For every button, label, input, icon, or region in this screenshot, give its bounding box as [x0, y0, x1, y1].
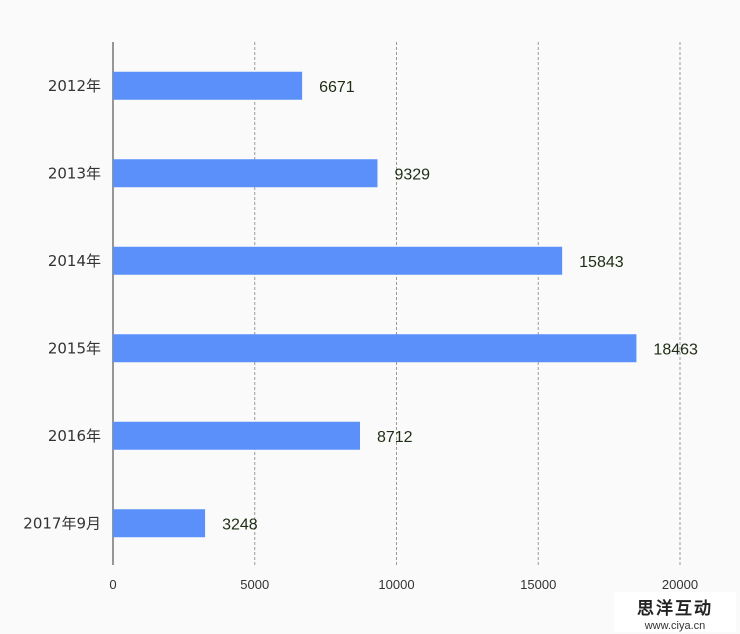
data-label: 6671 [319, 79, 355, 96]
watermark-title: 思洋互动 [637, 599, 713, 619]
x-tick-label: 0 [109, 577, 116, 592]
data-label: 18463 [653, 341, 698, 358]
data-label: 9329 [394, 166, 430, 183]
category-label: 2016年 [48, 427, 101, 445]
data-label: 8712 [377, 429, 413, 446]
data-label: 15843 [579, 254, 624, 271]
x-tick-label: 10000 [378, 577, 414, 592]
x-tick-label: 15000 [520, 577, 556, 592]
bar [113, 509, 206, 538]
bar [113, 246, 563, 275]
x-tick-label: 5000 [240, 577, 269, 592]
category-label: 2017年9月 [23, 514, 101, 532]
category-label: 2013年 [48, 164, 101, 182]
data-label: 3248 [222, 516, 258, 533]
watermark-url: www.ciya.cn [644, 620, 706, 632]
bar [113, 71, 303, 100]
bar [113, 421, 360, 450]
category-label: 2014年 [48, 252, 101, 270]
x-tick-label: 20000 [662, 577, 698, 592]
bar [113, 334, 637, 363]
category-label: 2012年 [48, 77, 101, 95]
category-label: 2015年 [48, 339, 101, 357]
watermark-logo: 思洋互动 www.ciya.cn [614, 592, 736, 632]
bar [113, 159, 378, 188]
